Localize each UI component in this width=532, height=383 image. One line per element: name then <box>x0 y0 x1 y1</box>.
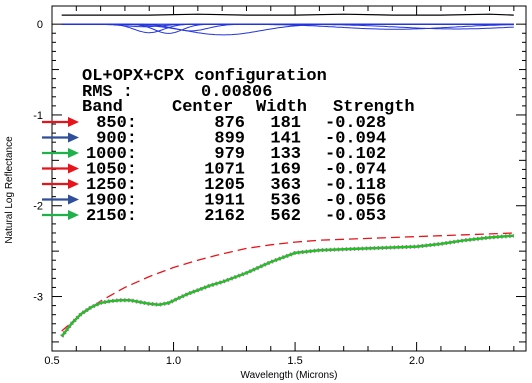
arrow-head <box>68 179 79 189</box>
band-center-value: 1911 <box>204 192 245 211</box>
x-tick-label: 1.5 <box>287 355 302 367</box>
band-row: 1900: 1911 536 -0.056 <box>42 192 386 211</box>
fit-annotation: OL+OPX+CPX configuration RMS : 0.00806 B… <box>42 67 415 226</box>
band-width-value: 363 <box>270 176 301 195</box>
arrow-head <box>68 163 79 174</box>
arrow-head <box>68 194 79 205</box>
band-row: 2150: 2162 562 -0.053 <box>42 207 386 226</box>
measured-spectrum <box>60 233 514 338</box>
annotation-title: OL+OPX+CPX configuration <box>82 67 327 86</box>
band-strength-value: -0.118 <box>325 176 386 195</box>
band-center-value: 979 <box>214 145 245 164</box>
band-width-value: 133 <box>270 145 301 164</box>
band-row: 1000: 979 133 -0.102 <box>42 145 386 164</box>
arrow-head <box>68 148 79 158</box>
rms-value: 0.00806 <box>201 83 272 102</box>
band-row: 850: 876 181 -0.028 <box>42 114 386 133</box>
arrow-head <box>68 117 79 127</box>
y-tick-label: -3 <box>33 292 43 304</box>
band-center-value: 2162 <box>204 207 245 226</box>
band-strength-value: -0.053 <box>325 207 386 226</box>
y-tick-label: 0 <box>37 19 43 31</box>
column-header-width: Width <box>256 98 307 117</box>
plot-series <box>60 13 514 338</box>
band-strength-value: -0.094 <box>325 130 386 149</box>
band-table: 850: 876 181 -0.028 900: 899 141 -0.094 1000: 979… <box>42 114 386 226</box>
band-band-value: 1000: <box>86 145 137 164</box>
y-tick-label: -2 <box>33 201 43 213</box>
band-band-value: 1900: <box>86 192 137 211</box>
arrow-head <box>68 210 79 220</box>
band-center-value: 876 <box>214 114 245 133</box>
arrow-head <box>68 132 79 143</box>
band-center-value: 1205 <box>204 176 245 195</box>
y-tick-label: -1 <box>33 110 43 122</box>
band-curve <box>61 23 514 30</box>
x-axis-title: Wavelength (Microns) <box>241 370 338 381</box>
band-strength-value: -0.056 <box>325 192 386 211</box>
column-header-band: Band <box>82 98 123 117</box>
band-strength-value: -0.028 <box>325 114 386 133</box>
y-axis: 0 -1 -2 -3 <box>33 19 526 343</box>
band-band-value: 1250: <box>86 176 137 195</box>
band-band-value: 900: <box>96 130 137 149</box>
x-tick-label: 1.0 <box>166 355 181 367</box>
x-axis: 0.5 1.0 1.5 2.0 <box>44 6 515 367</box>
band-row: 1050: 1071 169 -0.074 <box>42 161 386 180</box>
band-strength-value: -0.102 <box>325 145 386 164</box>
band-strength-value: -0.074 <box>325 161 386 180</box>
y-axis-title: Natural Log Reflectance <box>4 136 15 244</box>
band-width-value: 536 <box>270 192 301 211</box>
band-center-value: 1071 <box>204 161 245 180</box>
column-header-center: Center <box>172 98 233 117</box>
band-row: 900: 899 141 -0.094 <box>42 130 386 149</box>
band-band-value: 850: <box>96 114 137 133</box>
band-center-value: 899 <box>214 130 245 149</box>
column-header-strength: Strength <box>333 98 415 117</box>
x-tick-label: 2.0 <box>409 355 424 367</box>
band-curve <box>61 23 514 36</box>
band-width-value: 141 <box>270 130 301 149</box>
band-width-value: 169 <box>270 161 301 180</box>
band-width-value: 562 <box>270 207 301 226</box>
model-fit-line <box>60 234 514 338</box>
continuum-line <box>61 232 514 332</box>
band-width-value: 181 <box>270 114 301 133</box>
residual-line <box>61 13 514 16</box>
band-band-value: 2150: <box>86 207 137 226</box>
band-band-value: 1050: <box>86 161 137 180</box>
x-tick-label: 0.5 <box>44 355 59 367</box>
rms-label: RMS : <box>82 83 133 102</box>
band-row: 1250: 1205 363 -0.118 <box>42 176 386 195</box>
